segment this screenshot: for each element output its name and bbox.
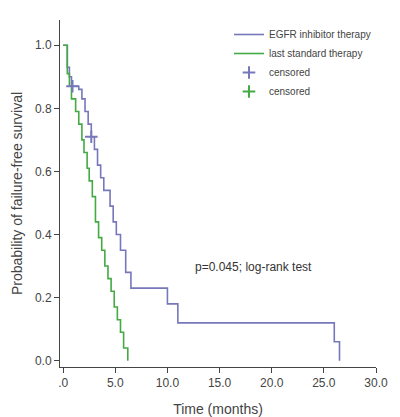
svg-text:last standard therapy: last standard therapy [269,48,362,59]
svg-text:10.0: 10.0 [156,376,180,390]
svg-text:25.0: 25.0 [312,376,336,390]
svg-text:censored: censored [269,86,310,97]
svg-text:0.2: 0.2 [35,291,52,305]
svg-text:20.0: 20.0 [260,376,284,390]
svg-text:0.6: 0.6 [35,165,52,179]
svg-text:.0: .0 [58,376,68,390]
svg-text:5.0: 5.0 [107,376,124,390]
svg-text:0.0: 0.0 [35,354,52,368]
svg-text:1.0: 1.0 [35,38,52,52]
svg-text:censored: censored [269,67,310,78]
svg-text:0.8: 0.8 [35,102,52,116]
svg-text:Time (months): Time (months) [173,401,263,417]
svg-text:EGFR inhibitor therapy: EGFR inhibitor therapy [269,29,371,40]
svg-text:p=0.045; log-rank test: p=0.045; log-rank test [195,260,312,274]
svg-text:0.4: 0.4 [35,228,52,242]
svg-text:15.0: 15.0 [208,376,232,390]
svg-text:30.0: 30.0 [364,376,388,390]
svg-text:Probability of failure-free su: Probability of failure-free survival [9,92,25,295]
